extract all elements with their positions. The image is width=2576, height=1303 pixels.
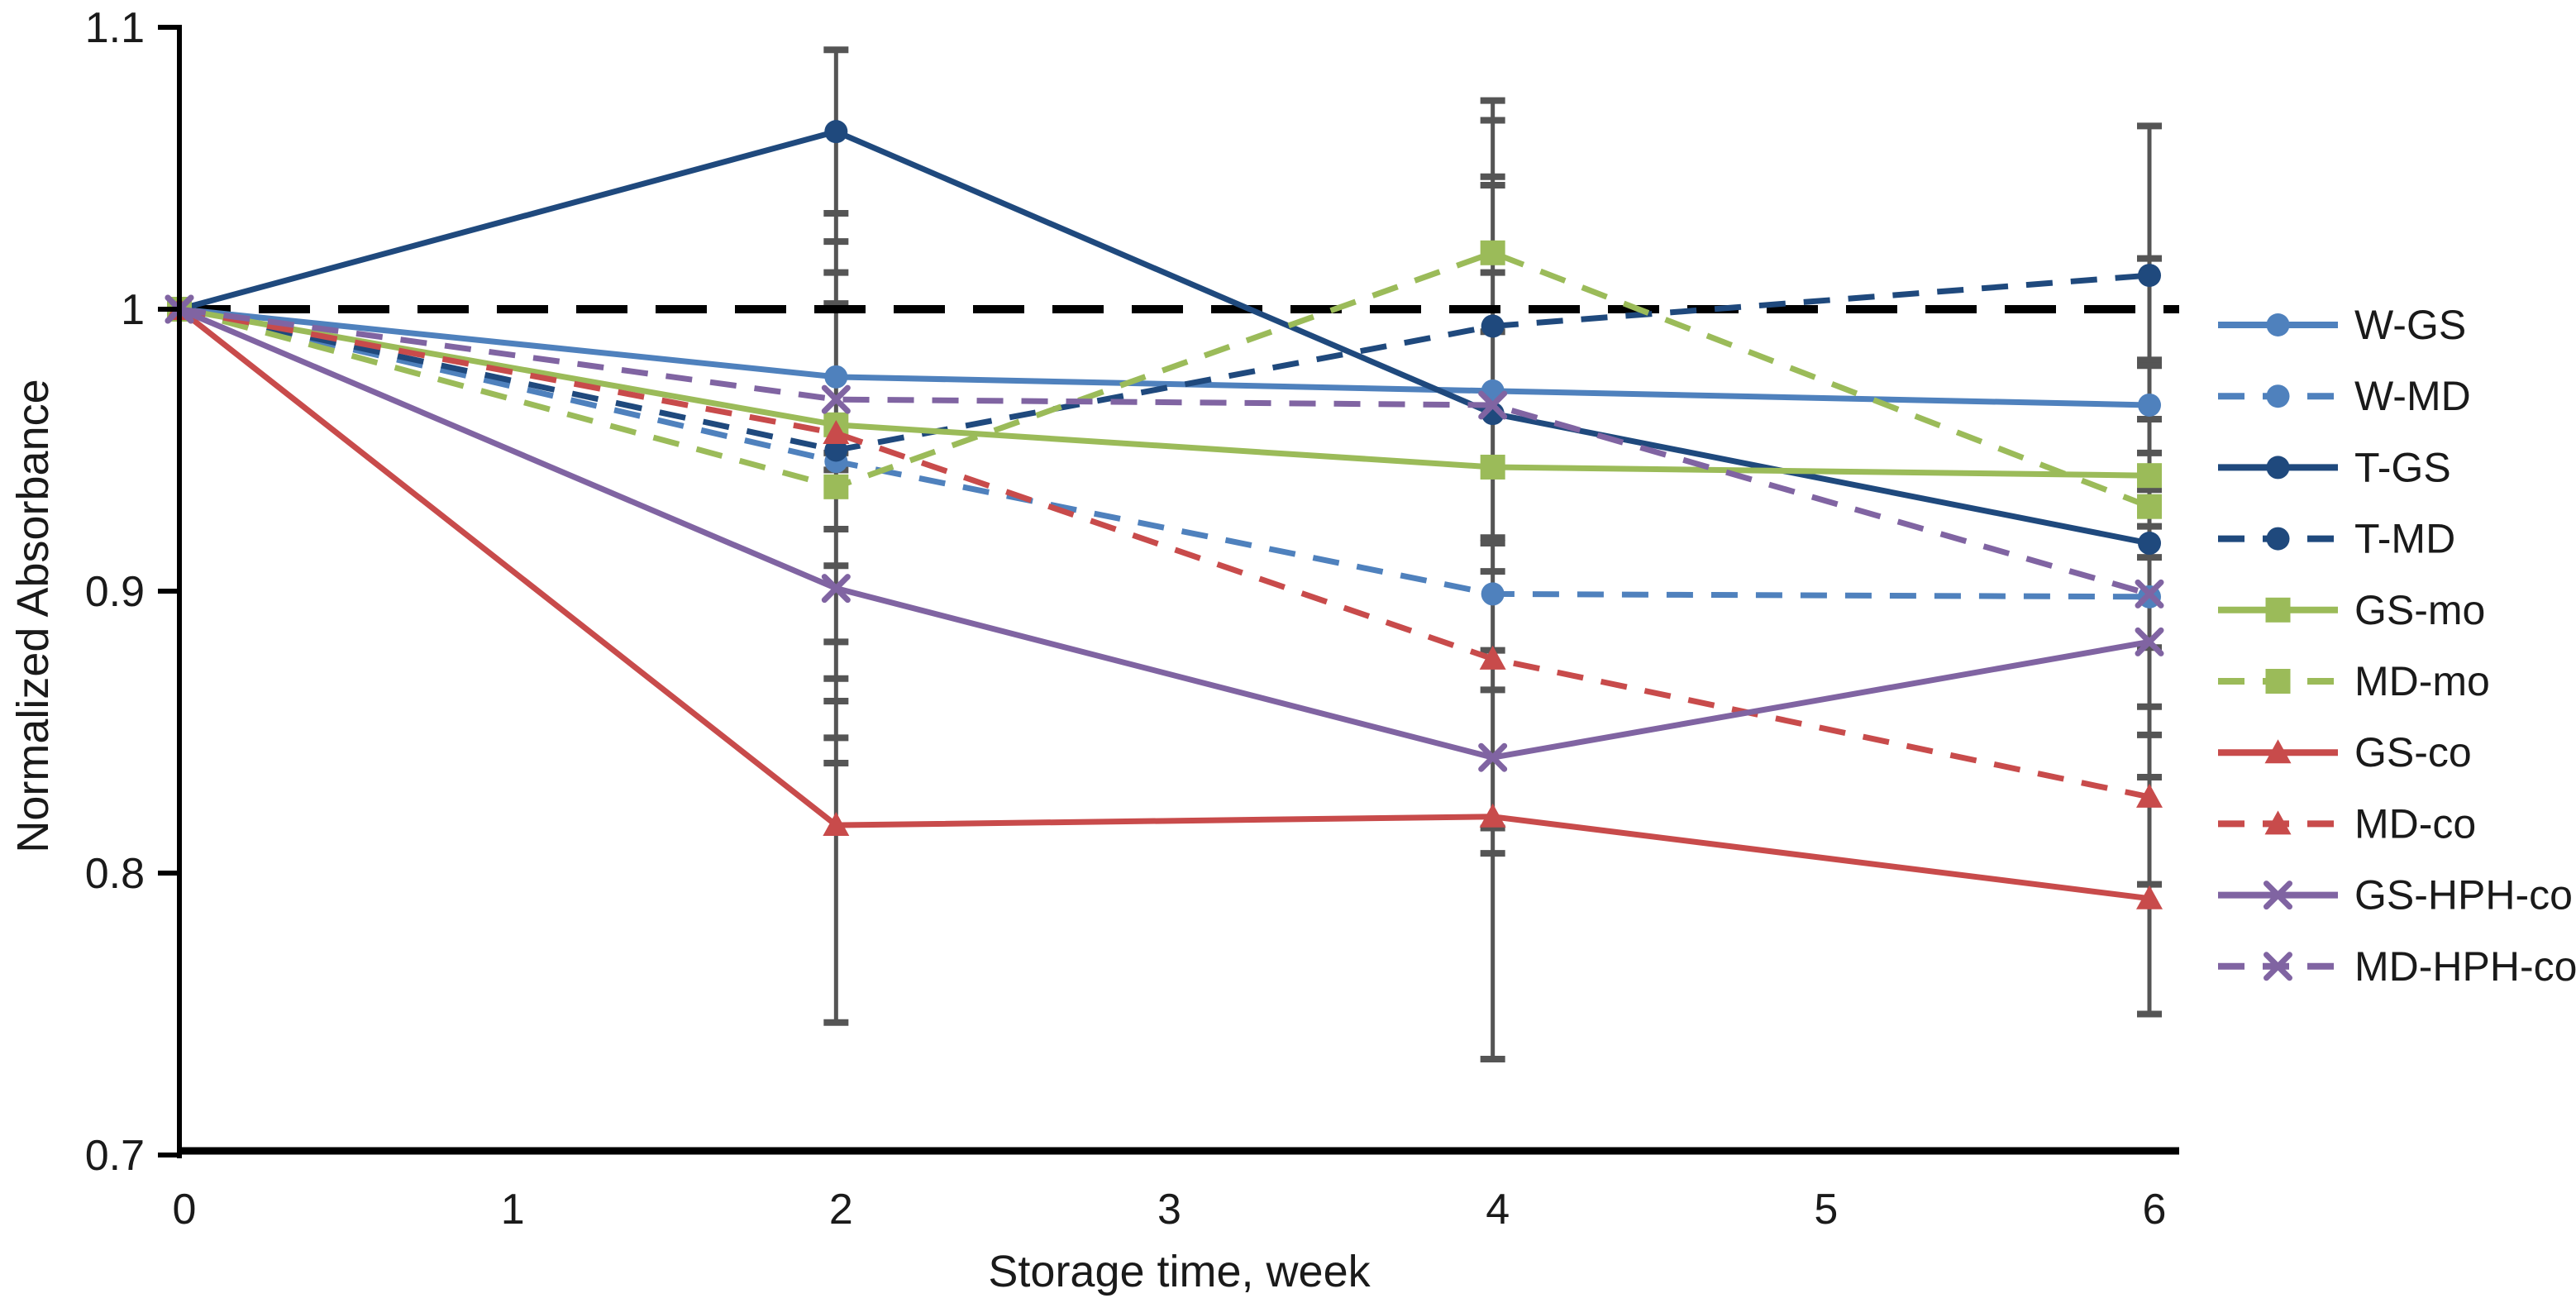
marker-x	[2135, 627, 2164, 656]
marker-x	[821, 574, 851, 604]
legend-label: T-GS	[2354, 444, 2451, 490]
y-tick-label: 0.7	[85, 1132, 145, 1180]
marker-triangle	[2136, 783, 2163, 808]
marker-x	[2264, 881, 2292, 910]
x-tick-label: 1	[501, 1186, 525, 1234]
series-GS-mo	[167, 297, 2162, 489]
marker-circle	[2266, 313, 2290, 336]
x-tick-label: 5	[1814, 1186, 1838, 1234]
series-line	[179, 306, 2150, 479]
marker-triangle	[1479, 803, 1506, 828]
marker-x	[2135, 579, 2164, 609]
x-tick-label: 2	[829, 1186, 853, 1234]
marker-x	[2264, 952, 2292, 981]
y-tick-label: 1	[121, 286, 145, 334]
x-tick-label: 4	[1486, 1186, 1510, 1234]
marker-circle	[2138, 393, 2161, 417]
legend-item-W-MD: W-MD	[2218, 373, 2471, 419]
legend-item-W-GS: W-GS	[2218, 302, 2466, 348]
legend-item-MD-mo: MD-mo	[2218, 658, 2490, 704]
marker-x	[821, 384, 851, 414]
error-bar-week-2	[823, 46, 849, 1026]
legend-label: GS-co	[2354, 729, 2472, 776]
marker-triangle	[2136, 885, 2163, 909]
marker-square	[1480, 240, 1505, 265]
legend-label: T-MD	[2354, 516, 2455, 562]
marker-square	[2137, 463, 2162, 489]
marker-square	[2265, 597, 2291, 623]
x-tick-label: 0	[173, 1186, 197, 1234]
marker-circle	[1481, 582, 1505, 606]
x-axis-title: Storage time, week	[988, 1247, 1371, 1296]
marker-circle	[824, 438, 848, 462]
marker-square	[823, 474, 849, 499]
y-axis-title: Normalized Absorbance	[8, 379, 58, 852]
legend-label: MD-mo	[2354, 658, 2490, 704]
series-line	[179, 306, 2150, 800]
legend-item-GS-mo: GS-mo	[2218, 587, 2485, 633]
legend-item-GS-HPH-co: GS-HPH-co	[2218, 872, 2573, 919]
legend-label: GS-HPH-co	[2354, 872, 2573, 919]
legend-label: MD-co	[2354, 800, 2476, 847]
series-MD-HPH-co	[165, 294, 2164, 609]
marker-circle	[2138, 264, 2161, 288]
legend-item-T-MD: T-MD	[2218, 516, 2455, 562]
marker-circle	[2266, 456, 2290, 480]
marker-circle	[1481, 314, 1505, 338]
legend-item-MD-co: MD-co	[2218, 800, 2476, 847]
y-tick-label: 0.9	[85, 568, 145, 616]
legend: W-GS W-MD T-GS T-MD GS-mo MD-mo GS-co MD-co GS-H…	[2218, 302, 2576, 990]
axes: 1.1 1 0.9 0.8 0.7 0 1 2 3 4 5 6	[85, 4, 2179, 1234]
series-line	[179, 306, 2150, 597]
series-MD-mo	[167, 240, 2162, 519]
marker-square	[2265, 669, 2291, 694]
legend-label: W-GS	[2354, 302, 2466, 348]
marker-circle	[824, 365, 848, 389]
legend-label: MD-HPH-co	[2354, 943, 2576, 990]
legend-label: GS-mo	[2354, 587, 2485, 633]
marker-circle	[824, 120, 848, 144]
legend-label: W-MD	[2354, 373, 2471, 419]
marker-x	[1478, 742, 1508, 772]
y-tick-label: 0.8	[85, 850, 145, 898]
series-line	[179, 250, 2151, 509]
marker-triangle	[2264, 739, 2292, 764]
series-line	[178, 306, 2150, 761]
legend-item-T-GS: T-GS	[2218, 444, 2451, 490]
marker-triangle	[2264, 810, 2292, 835]
marker-triangle	[823, 420, 850, 445]
marker-circle	[2266, 527, 2290, 551]
series-line	[179, 306, 2150, 408]
marker-square	[2137, 494, 2162, 519]
marker-circle	[2138, 532, 2161, 556]
legend-item-MD-HPH-co: MD-HPH-co	[2218, 943, 2576, 990]
series-line	[179, 128, 2150, 546]
series-W-MD	[168, 298, 2161, 609]
error-bars	[823, 46, 2162, 1063]
x-tick-label: 6	[2143, 1186, 2167, 1234]
error-bar-week-6	[2137, 122, 2162, 1018]
marker-circle	[2266, 384, 2290, 408]
legend-item-GS-co: GS-co	[2218, 729, 2472, 776]
y-tick-label: 1.1	[85, 4, 145, 52]
series-line	[179, 306, 2150, 600]
marker-x	[1478, 390, 1508, 420]
series-line	[179, 272, 2150, 453]
marker-triangle	[823, 812, 850, 837]
x-tick-label: 3	[1157, 1186, 1181, 1234]
marker-square	[1480, 454, 1505, 480]
marker-triangle	[1479, 645, 1506, 670]
series-line	[177, 307, 2150, 902]
